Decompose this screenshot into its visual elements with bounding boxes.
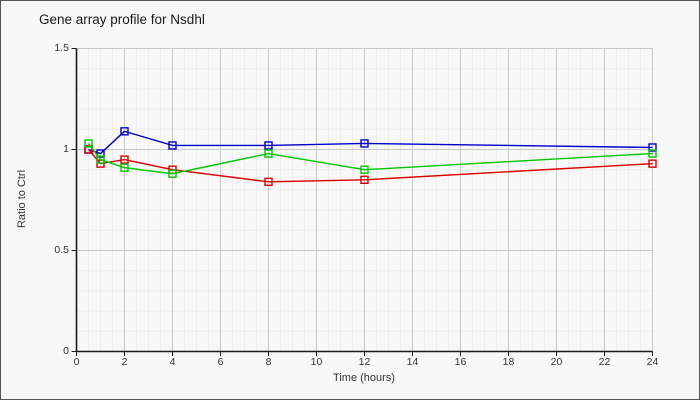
x-tick-label: 12: [358, 356, 371, 368]
data-point-red: [264, 177, 273, 187]
data-point-green: [360, 165, 369, 174]
gridlines-major: [76, 48, 653, 352]
data-point-green: [264, 149, 273, 158]
series-blue: [84, 127, 657, 158]
x-tick-label: 20: [550, 356, 563, 368]
x-tick-label: 2: [121, 356, 128, 368]
data-point-blue: [648, 143, 657, 152]
series-line-green: [87, 143, 653, 175]
y-tick-label: 0: [63, 344, 69, 357]
data-point-green: [96, 155, 105, 164]
series-green: [84, 139, 657, 178]
y-axis-label: Ratio to Ctrl: [16, 169, 28, 229]
x-tick-label: 6: [217, 356, 224, 368]
x-tick-label: 18: [502, 356, 515, 368]
y-tick-label: 1.5: [54, 41, 69, 54]
x-tick-label: 4: [169, 356, 176, 368]
data-point-green: [648, 149, 657, 158]
chart-title: Gene array profile for Nsdhl: [39, 12, 205, 27]
data-point-green: [120, 163, 129, 172]
y-tick-label: 0.5: [54, 243, 69, 256]
data-point-blue: [96, 149, 105, 158]
data-point-red: [84, 145, 93, 154]
data-point-blue: [360, 139, 369, 148]
series-line-blue: [88, 130, 653, 155]
data-point-green: [168, 169, 177, 178]
x-tick-label: 0: [73, 356, 80, 368]
x-tick-label: 10: [310, 356, 323, 368]
series-red: [84, 145, 657, 187]
x-tick-label: 24: [646, 356, 659, 368]
x-tick-label: 14: [406, 356, 419, 368]
data-point-red: [648, 159, 657, 168]
data-point-blue: [264, 141, 273, 150]
x-tick-label: 8: [265, 356, 272, 368]
axes: [71, 48, 653, 356]
x-tick-label: 22: [598, 356, 611, 368]
x-tick-label: 16: [454, 356, 467, 368]
data-point-red: [360, 175, 369, 185]
data-point-blue: [120, 127, 129, 136]
data-point-blue: [168, 141, 177, 150]
y-tick-label: 1: [63, 142, 69, 155]
x-axis-label: Time (hours): [333, 372, 395, 384]
data-point-red: [120, 155, 129, 164]
data-point-green: [84, 139, 93, 148]
